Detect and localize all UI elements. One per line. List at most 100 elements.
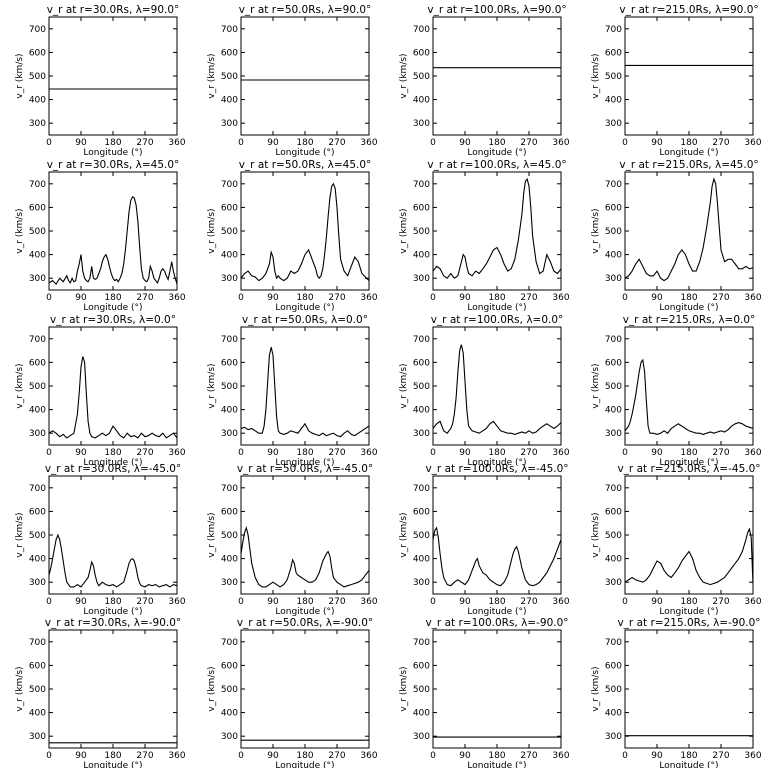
y-axis-label: v_r (km/s) <box>207 512 217 557</box>
y-tick-label: 500 <box>413 72 430 82</box>
chart-panel: v_r at r=30.0Rs, λ=0.0° 0 90 180 270 360 300 40… <box>15 314 186 468</box>
y-tick-label: 300 <box>413 119 430 129</box>
plot-frame <box>624 629 754 749</box>
x-tick-label: 360 <box>168 293 185 303</box>
y-tick-label: 300 <box>413 274 430 284</box>
y-tick-label: 600 <box>221 507 238 517</box>
x-tick-label: 360 <box>360 293 377 303</box>
y-axis-label: v_r (km/s) <box>591 53 601 98</box>
plot-frame <box>48 171 178 291</box>
x-tick-label: 360 <box>552 293 569 303</box>
panel-title: v_r at r=50.0Rs, λ=0.0° <box>242 314 368 326</box>
y-tick-label: 300 <box>605 578 622 588</box>
y-tick-label: 400 <box>605 709 622 719</box>
x-tick-label: 90 <box>459 138 471 148</box>
vr-series-line <box>432 344 562 435</box>
chart-panel: v_r at r=50.0Rs, λ=0.0° 0 90 180 270 360 300 40… <box>207 314 378 468</box>
x-tick-label: 360 <box>168 448 185 458</box>
x-axis-label: Longitude (°) <box>83 607 142 617</box>
panel-title: v_r at r=215.0Rs, λ=90.0° <box>619 4 758 16</box>
y-tick-label: 300 <box>605 274 622 284</box>
x-axis-label: Longitude (°) <box>275 761 334 768</box>
y-tick-label: 600 <box>221 358 238 368</box>
vr-series-line <box>240 526 370 588</box>
x-tick-label: 180 <box>104 751 121 761</box>
x-tick-label: 180 <box>488 293 505 303</box>
x-axis-label: Longitude (°) <box>659 761 718 768</box>
x-tick-label: 180 <box>104 138 121 148</box>
chart-panel: v_r at r=215.0Rs, λ=-90.0° 0 90 180 270 360 30… <box>591 617 762 768</box>
y-tick-label: 400 <box>221 406 238 416</box>
x-tick-label: 180 <box>296 448 313 458</box>
x-tick-label: 270 <box>520 448 537 458</box>
y-axis-label: v_r (km/s) <box>15 512 25 557</box>
x-tick-label: 180 <box>296 138 313 148</box>
chart-panel: v_r at r=50.0Rs, λ=-90.0° 0 90 180 270 360 300… <box>207 617 378 768</box>
y-axis-label: v_r (km/s) <box>399 512 409 557</box>
chart-panel: v_r at r=100.0Rs, λ=90.0° 0 90 180 270 360 300… <box>399 4 570 158</box>
x-tick-label: 360 <box>360 448 377 458</box>
y-tick-label: 500 <box>605 227 622 237</box>
x-tick-label: 0 <box>622 751 628 761</box>
chart-panel: v_r at r=50.0Rs, λ=90.0° 0 90 180 270 360 300 4… <box>207 4 378 158</box>
y-tick-label: 400 <box>221 96 238 106</box>
x-tick-label: 90 <box>459 448 471 458</box>
y-tick-label: 300 <box>221 429 238 439</box>
y-tick-label: 700 <box>605 638 622 648</box>
chart-panel: v_r at r=30.0Rs, λ=-45.0° 0 90 180 270 360 300… <box>15 463 186 617</box>
y-tick-label: 700 <box>29 335 46 345</box>
y-tick-label: 500 <box>605 531 622 541</box>
x-tick-label: 0 <box>238 448 244 458</box>
y-tick-label: 600 <box>413 358 430 368</box>
x-tick-label: 360 <box>168 597 185 607</box>
y-tick-label: 500 <box>413 227 430 237</box>
y-tick-label: 500 <box>605 685 622 695</box>
x-tick-label: 90 <box>267 448 279 458</box>
vr-series-line <box>624 177 754 282</box>
vr-series-line <box>624 527 754 586</box>
x-tick-label: 270 <box>712 293 729 303</box>
y-tick-label: 400 <box>221 555 238 565</box>
x-tick-label: 0 <box>238 293 244 303</box>
x-tick-label: 360 <box>168 751 185 761</box>
plot-frame <box>624 326 754 446</box>
x-tick-label: 0 <box>622 448 628 458</box>
y-tick-label: 400 <box>29 709 46 719</box>
x-tick-label: 0 <box>238 597 244 607</box>
y-tick-label: 400 <box>29 251 46 261</box>
chart-panel: v_r at r=100.0Rs, λ=-45.0° 0 90 180 270 360 30… <box>399 463 570 617</box>
plot-frame <box>48 475 178 595</box>
y-axis-label: v_r (km/s) <box>15 666 25 711</box>
y-tick-label: 400 <box>413 555 430 565</box>
x-tick-label: 270 <box>328 138 345 148</box>
x-tick-label: 180 <box>104 293 121 303</box>
y-tick-label: 600 <box>605 507 622 517</box>
y-tick-label: 700 <box>413 638 430 648</box>
y-tick-label: 400 <box>29 555 46 565</box>
x-axis-label: Longitude (°) <box>467 148 526 158</box>
x-tick-label: 180 <box>680 448 697 458</box>
y-tick-label: 600 <box>605 203 622 213</box>
x-axis-label: Longitude (°) <box>659 303 718 313</box>
x-tick-label: 0 <box>430 751 436 761</box>
x-tick-label: 360 <box>744 751 761 761</box>
plot-frame <box>240 16 370 136</box>
y-tick-label: 400 <box>605 251 622 261</box>
y-tick-label: 300 <box>29 578 46 588</box>
x-tick-label: 360 <box>360 751 377 761</box>
y-tick-label: 500 <box>413 382 430 392</box>
y-tick-label: 400 <box>29 96 46 106</box>
x-tick-label: 360 <box>360 597 377 607</box>
x-tick-label: 270 <box>712 597 729 607</box>
x-tick-label: 360 <box>744 138 761 148</box>
panel-title: v_r at r=30.0Rs, λ=0.0° <box>50 314 176 326</box>
vr-series-line <box>240 346 370 438</box>
x-tick-label: 180 <box>680 597 697 607</box>
y-tick-label: 700 <box>221 638 238 648</box>
plot-frame <box>624 475 754 595</box>
y-tick-label: 300 <box>605 732 622 742</box>
x-tick-label: 90 <box>459 293 471 303</box>
x-tick-label: 180 <box>680 138 697 148</box>
x-tick-label: 180 <box>488 597 505 607</box>
x-tick-label: 180 <box>488 138 505 148</box>
